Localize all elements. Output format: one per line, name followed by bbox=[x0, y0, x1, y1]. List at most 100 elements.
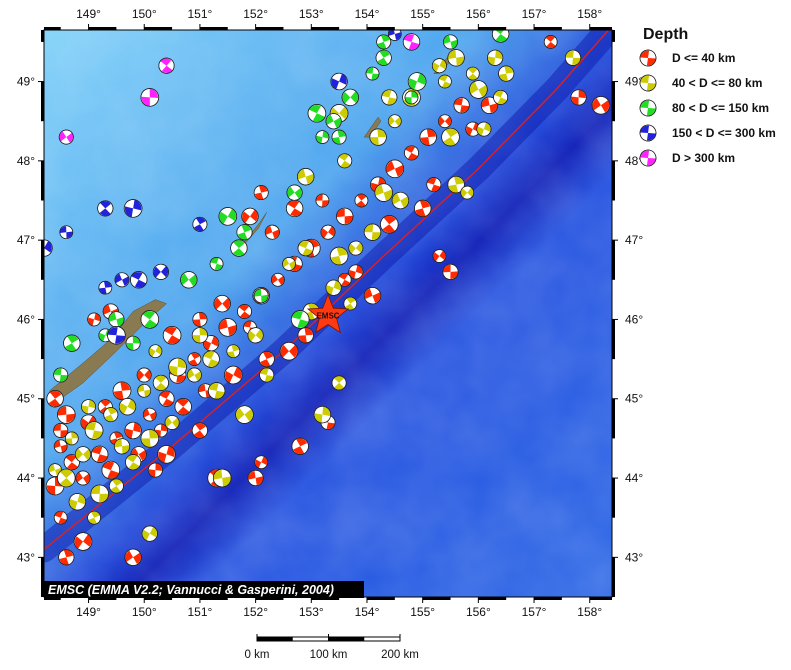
focal-mechanism[interactable] bbox=[212, 468, 232, 488]
focal-mechanism[interactable] bbox=[485, 48, 505, 68]
focal-mechanism[interactable] bbox=[66, 490, 89, 513]
focal-mechanism[interactable] bbox=[480, 96, 499, 114]
focal-mechanism[interactable] bbox=[146, 461, 164, 479]
focal-mechanism[interactable] bbox=[419, 128, 437, 146]
focal-mechanism[interactable] bbox=[226, 344, 241, 359]
focal-mechanism[interactable] bbox=[405, 69, 430, 94]
focal-mechanism[interactable] bbox=[364, 65, 381, 82]
focal-mechanism[interactable] bbox=[281, 256, 297, 272]
focal-mechanism[interactable] bbox=[98, 280, 113, 295]
focal-mechanism[interactable] bbox=[154, 442, 178, 466]
focal-mechanism[interactable] bbox=[70, 529, 95, 554]
focal-mechanism[interactable] bbox=[87, 510, 102, 525]
focal-mechanism[interactable] bbox=[329, 246, 349, 266]
focal-mechanism[interactable] bbox=[424, 175, 444, 195]
focal-mechanism[interactable] bbox=[252, 453, 270, 471]
focal-mechanism[interactable] bbox=[73, 444, 94, 465]
focal-mechanism[interactable] bbox=[139, 428, 160, 449]
focal-mechanism[interactable] bbox=[166, 356, 189, 379]
focal-mechanism[interactable] bbox=[186, 351, 202, 367]
focal-mechanism[interactable] bbox=[191, 326, 209, 344]
focal-mechanism[interactable] bbox=[368, 127, 388, 147]
focal-mechanism[interactable] bbox=[113, 438, 131, 455]
focal-mechanism[interactable] bbox=[288, 307, 312, 331]
focal-mechanism[interactable] bbox=[327, 70, 350, 93]
focal-mechanism[interactable] bbox=[363, 286, 382, 305]
focal-mechanism[interactable] bbox=[122, 419, 144, 441]
focal-mechanism[interactable] bbox=[211, 292, 233, 314]
focal-mechanism[interactable] bbox=[346, 262, 365, 281]
focal-mechanism[interactable] bbox=[52, 509, 70, 527]
focal-mechanism[interactable] bbox=[85, 311, 103, 329]
focal-mechanism[interactable] bbox=[387, 28, 402, 41]
focal-mechanism[interactable] bbox=[59, 225, 74, 240]
focal-mechanism[interactable] bbox=[590, 94, 613, 117]
focal-mechanism[interactable] bbox=[258, 350, 276, 368]
focal-mechanism[interactable] bbox=[342, 295, 359, 312]
focal-mechanism[interactable] bbox=[247, 469, 264, 487]
focal-mechanism[interactable] bbox=[52, 422, 69, 439]
focal-mechanism[interactable] bbox=[257, 365, 276, 384]
focal-mechanism[interactable] bbox=[297, 168, 315, 186]
focal-mechanism[interactable] bbox=[57, 128, 75, 146]
focal-mechanism[interactable] bbox=[190, 420, 210, 440]
focal-mechanism[interactable] bbox=[121, 196, 145, 220]
focal-mechanism[interactable] bbox=[443, 34, 458, 50]
focal-mechanism[interactable] bbox=[178, 269, 200, 291]
focal-mechanism[interactable] bbox=[124, 335, 141, 352]
focal-mechanism[interactable] bbox=[139, 523, 161, 545]
focal-mechanism[interactable] bbox=[233, 403, 257, 427]
focal-mechanism[interactable] bbox=[108, 311, 125, 328]
focal-mechanism[interactable] bbox=[245, 325, 267, 347]
focal-mechanism[interactable] bbox=[156, 388, 178, 410]
focal-mechanism[interactable] bbox=[215, 204, 240, 229]
focal-mechanism[interactable] bbox=[429, 56, 449, 76]
focal-mechanism[interactable] bbox=[491, 87, 511, 107]
focal-mechanism[interactable] bbox=[290, 436, 310, 456]
focal-mechanism[interactable] bbox=[314, 128, 331, 145]
focal-mechanism[interactable] bbox=[335, 207, 355, 227]
focal-mechanism[interactable] bbox=[542, 33, 560, 51]
focal-mechanism[interactable] bbox=[98, 458, 123, 483]
focal-mechanism[interactable] bbox=[441, 263, 459, 281]
focal-mechanism[interactable] bbox=[463, 119, 483, 139]
focal-mechanism[interactable] bbox=[102, 406, 119, 423]
focal-mechanism[interactable] bbox=[563, 48, 582, 67]
focal-mechanism[interactable] bbox=[58, 549, 75, 566]
focal-mechanism[interactable] bbox=[374, 48, 393, 67]
focal-mechanism[interactable] bbox=[323, 277, 344, 298]
focal-mechanism[interactable] bbox=[464, 65, 482, 83]
focal-mechanism[interactable] bbox=[436, 72, 454, 90]
focal-mechanism[interactable] bbox=[112, 381, 132, 401]
focal-mechanism[interactable] bbox=[32, 236, 55, 259]
focal-mechanism[interactable] bbox=[236, 224, 253, 241]
focal-mechanism[interactable] bbox=[385, 159, 405, 179]
focal-mechanism[interactable] bbox=[569, 88, 588, 107]
focal-mechanism[interactable] bbox=[270, 271, 287, 288]
focal-mechanism[interactable] bbox=[439, 126, 462, 149]
focal-mechanism[interactable] bbox=[447, 49, 465, 67]
focal-mechanism[interactable] bbox=[458, 184, 476, 202]
focal-mechanism[interactable] bbox=[376, 34, 392, 50]
focal-mechanism[interactable] bbox=[163, 413, 182, 432]
focal-mechanism[interactable] bbox=[192, 311, 208, 327]
focal-mechanism[interactable] bbox=[56, 404, 77, 425]
focal-mechanism[interactable] bbox=[44, 388, 66, 410]
focal-mechanism[interactable] bbox=[199, 347, 222, 370]
focal-mechanism[interactable] bbox=[156, 55, 178, 77]
focal-mechanism[interactable] bbox=[318, 222, 338, 242]
focal-mechanism[interactable] bbox=[52, 366, 70, 384]
focal-mechanism[interactable] bbox=[116, 395, 139, 418]
focal-mechanism[interactable] bbox=[238, 205, 261, 228]
focal-mechanism[interactable] bbox=[221, 362, 246, 387]
focal-mechanism[interactable] bbox=[186, 366, 204, 384]
focal-mechanism[interactable] bbox=[139, 86, 161, 108]
focal-mechanism[interactable] bbox=[379, 87, 400, 108]
focal-mechanism[interactable] bbox=[362, 222, 383, 243]
focal-mechanism[interactable] bbox=[295, 237, 317, 259]
focal-mechanism[interactable] bbox=[404, 89, 420, 105]
focal-mechanism[interactable] bbox=[53, 439, 68, 454]
focal-mechanism[interactable] bbox=[107, 477, 125, 495]
focal-mechanism[interactable] bbox=[191, 216, 209, 234]
focal-mechanism[interactable] bbox=[150, 261, 171, 282]
